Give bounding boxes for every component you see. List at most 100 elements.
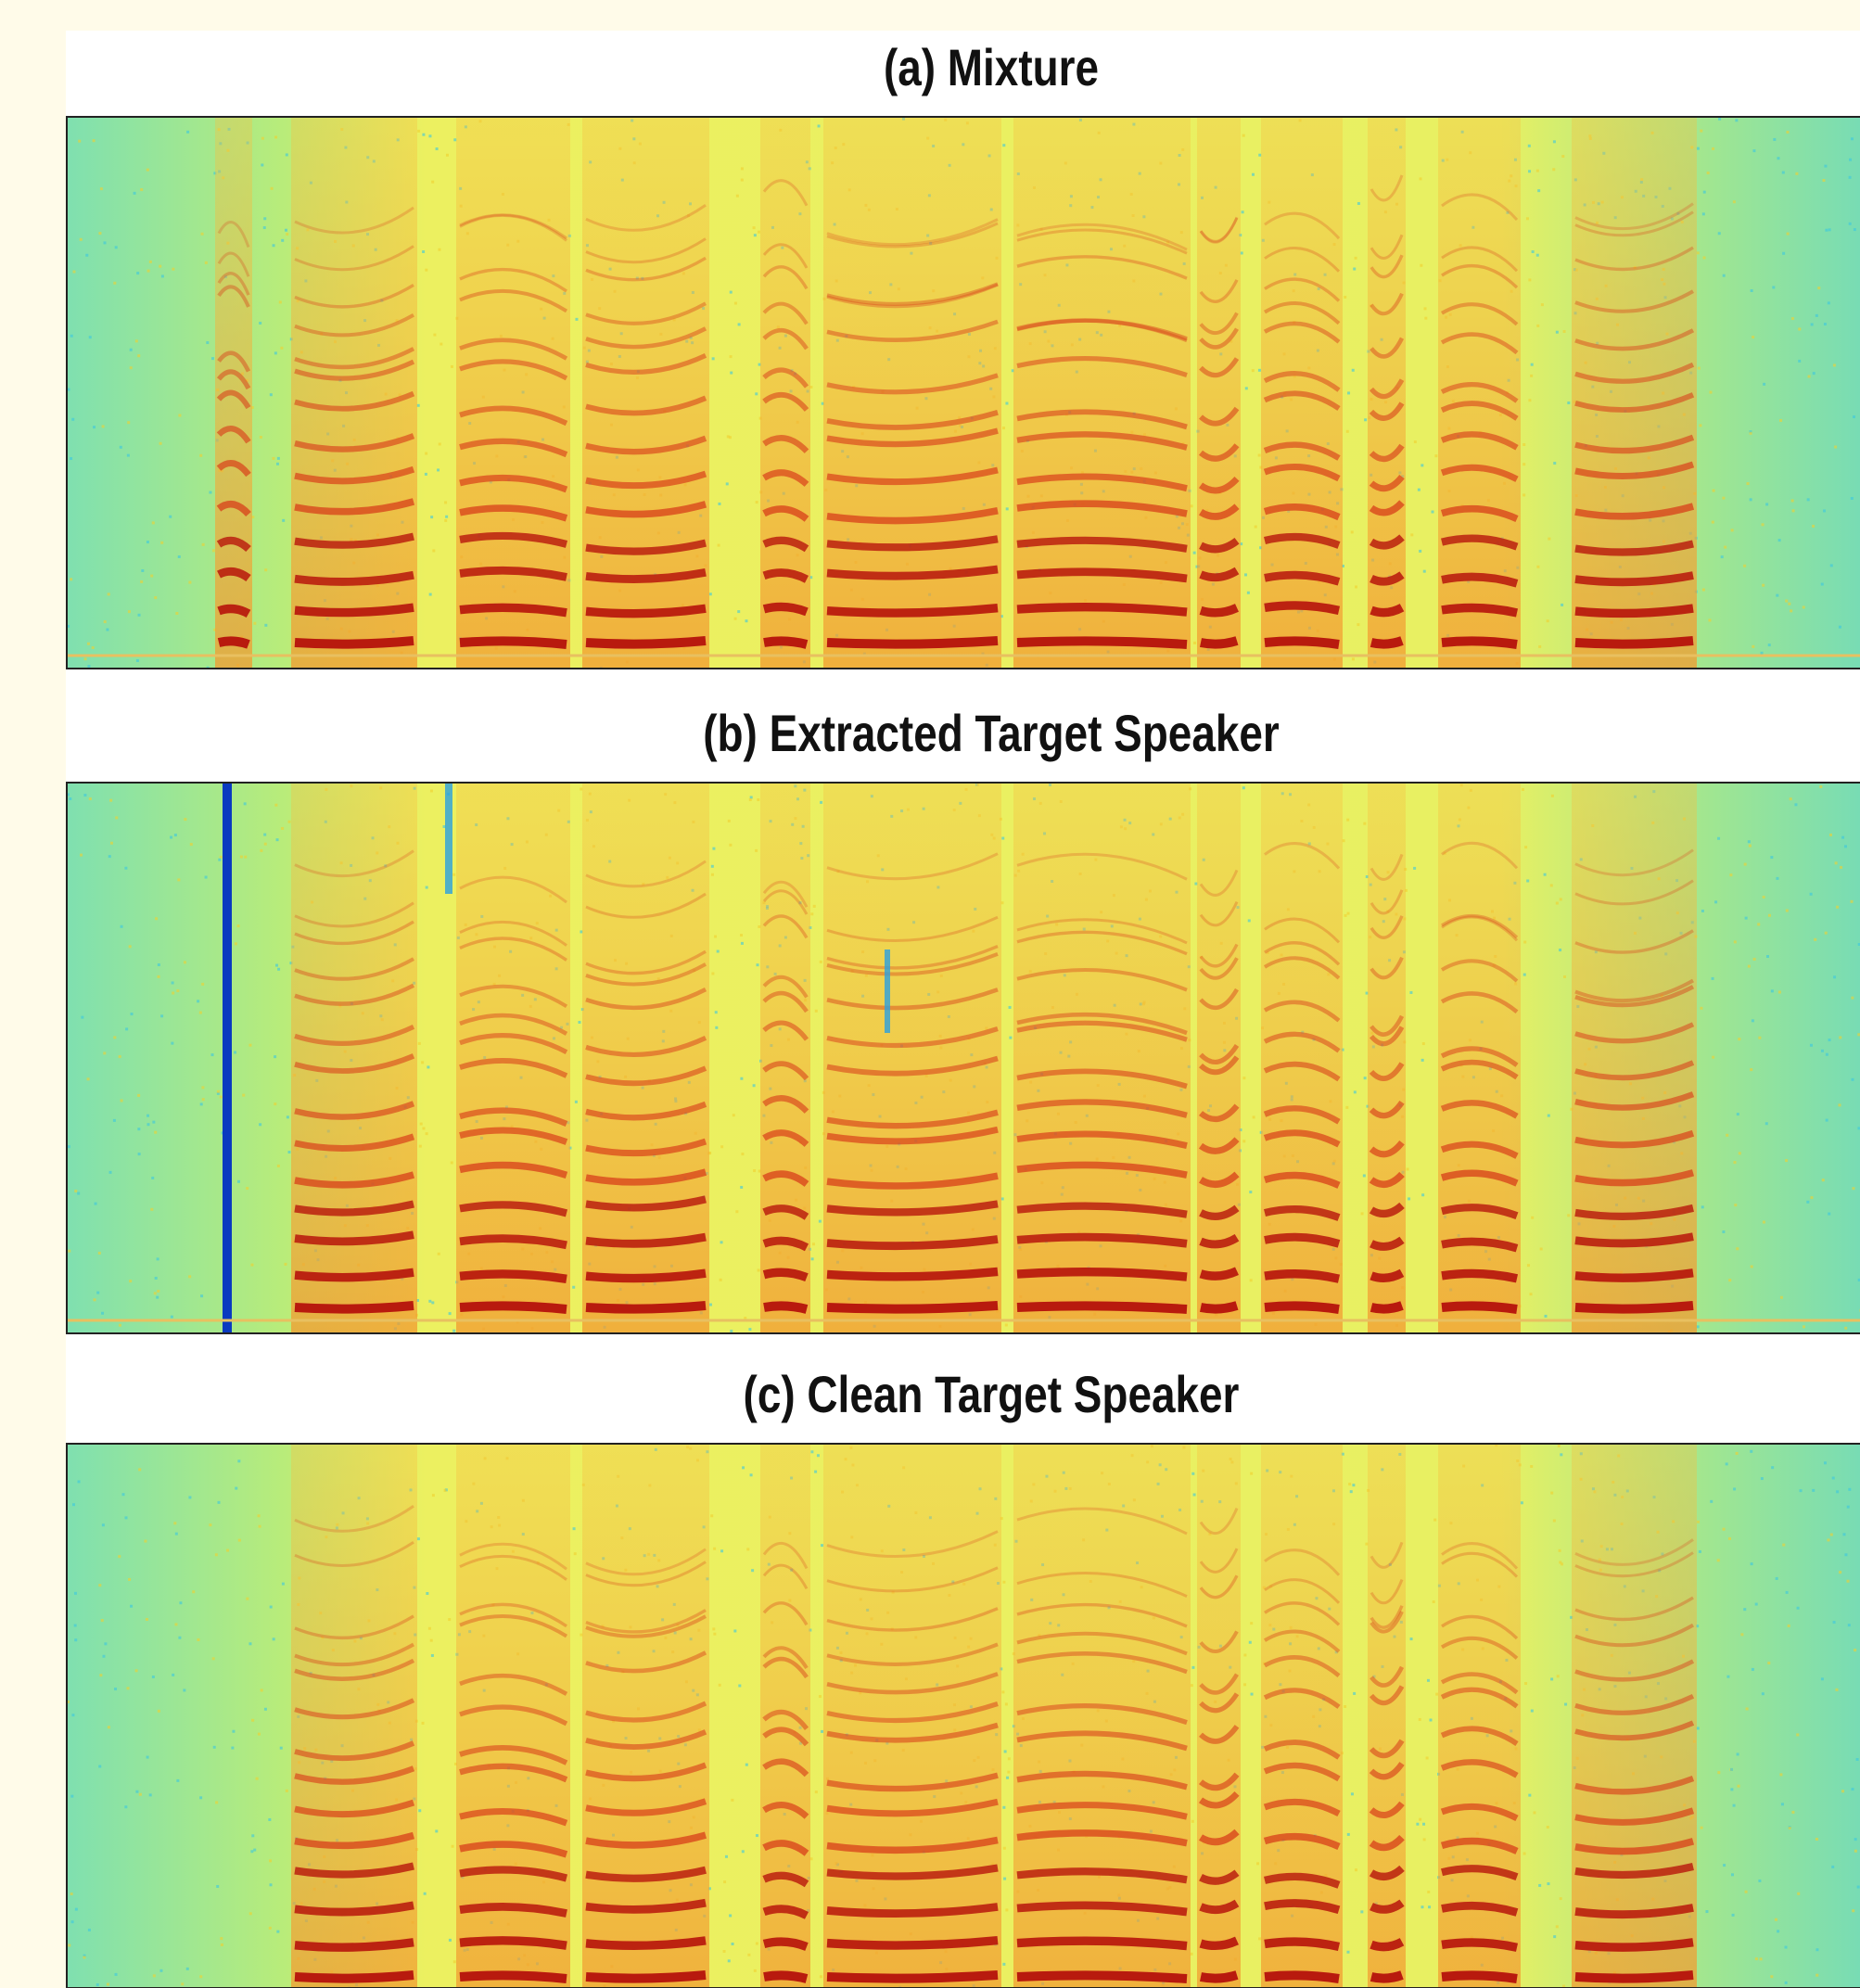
- noise-speck: [1528, 278, 1531, 281]
- noise-speck: [1762, 584, 1764, 587]
- noise-speck: [125, 1027, 128, 1030]
- noise-speck: [155, 917, 158, 920]
- noise-speck: [1736, 1452, 1739, 1455]
- noise-speck: [1537, 189, 1540, 192]
- noise-speck: [1752, 149, 1755, 152]
- noise-speck: [1821, 583, 1824, 586]
- noise-speck: [1755, 1603, 1758, 1606]
- noise-speck: [268, 1818, 271, 1821]
- noise-speck: [1796, 1733, 1799, 1736]
- noise-speck: [733, 1114, 735, 1116]
- harmonic: [295, 641, 414, 644]
- noise-speck: [220, 1937, 223, 1940]
- noise-speck: [1851, 900, 1854, 903]
- harmonic: [1201, 1306, 1237, 1309]
- noise-speck: [248, 1642, 251, 1645]
- harmonic: [1575, 1306, 1693, 1309]
- noise-speck: [1355, 1868, 1357, 1871]
- noise-speck: [1803, 605, 1805, 608]
- noise-speck: [1547, 619, 1549, 622]
- noise-speck: [1705, 1910, 1708, 1913]
- noise-speck: [261, 137, 264, 140]
- noise-speck: [1530, 375, 1533, 377]
- noise-speck: [261, 163, 263, 166]
- noise-speck: [1723, 1528, 1726, 1531]
- noise-speck: [1782, 252, 1785, 255]
- noise-speck: [1785, 1159, 1788, 1162]
- noise-speck: [251, 1719, 254, 1722]
- noise-speck: [286, 233, 288, 236]
- noise-speck: [1761, 652, 1764, 655]
- noise-speck: [217, 1501, 220, 1504]
- noise-speck: [730, 291, 733, 294]
- noise-speck: [139, 1793, 142, 1796]
- noise-speck: [1410, 1638, 1413, 1640]
- noise-speck: [1353, 268, 1356, 271]
- noise-speck: [136, 272, 139, 274]
- noise-speck: [1762, 1692, 1764, 1695]
- noise-speck: [1353, 1692, 1356, 1695]
- noise-speck: [1361, 1212, 1364, 1215]
- noise-speck: [432, 1494, 435, 1497]
- noise-speck: [1708, 618, 1711, 621]
- noise-speck: [811, 1257, 814, 1260]
- noise-speck: [119, 1055, 121, 1058]
- noise-speck: [1351, 530, 1354, 533]
- noise-speck: [1728, 1537, 1731, 1540]
- noise-speck: [741, 942, 744, 945]
- noise-speck: [1833, 975, 1836, 978]
- noise-speck: [430, 1639, 433, 1642]
- noise-speck: [1528, 1794, 1531, 1797]
- noise-speck: [1777, 157, 1779, 159]
- harmonic: [1371, 1306, 1402, 1309]
- noise-speck: [279, 300, 282, 303]
- noise-speck: [1839, 1036, 1841, 1039]
- noise-speck: [1812, 1489, 1815, 1492]
- noise-speck: [1241, 251, 1243, 254]
- noise-speck: [1191, 1684, 1193, 1687]
- noise-speck: [1735, 119, 1738, 121]
- noise-speck: [1787, 233, 1790, 236]
- noise-speck: [1811, 323, 1814, 325]
- harmonic: [1575, 641, 1693, 644]
- noise-speck: [750, 1473, 753, 1476]
- noise-speck: [147, 1115, 149, 1117]
- noise-speck: [1563, 975, 1566, 978]
- noise-speck: [1347, 912, 1350, 915]
- noise-speck: [1357, 202, 1360, 205]
- harmonic: [1371, 1942, 1402, 1946]
- spectrogram: [67, 1444, 1860, 1988]
- noise-speck: [158, 1710, 160, 1713]
- noise-speck: [572, 1286, 575, 1289]
- noise-speck: [146, 1618, 148, 1621]
- noise-speck: [810, 1857, 813, 1860]
- noise-speck: [1702, 589, 1705, 592]
- noise-speck: [757, 798, 759, 801]
- noise-speck: [711, 873, 714, 876]
- noise-speck: [1347, 391, 1350, 394]
- noise-speck: [220, 856, 223, 859]
- noise-speck: [818, 124, 821, 127]
- noise-speck: [1701, 1205, 1704, 1208]
- noise-speck: [1538, 645, 1541, 648]
- noise-speck: [1250, 1622, 1253, 1625]
- harmonic: [586, 641, 706, 644]
- noise-speck: [1242, 1077, 1245, 1079]
- noise-speck: [206, 341, 209, 344]
- noise-speck: [1751, 289, 1753, 292]
- voiced-region: [1368, 783, 1406, 1333]
- noise-speck: [103, 241, 106, 244]
- noise-speck: [821, 1730, 823, 1733]
- harmonic: [1265, 641, 1339, 644]
- noise-speck: [810, 1450, 813, 1453]
- noise-speck: [753, 1169, 756, 1172]
- noise-speck: [1819, 785, 1822, 788]
- noise-speck: [1762, 523, 1764, 526]
- noise-speck: [260, 436, 262, 439]
- harmonic: [1575, 608, 1693, 613]
- noise-speck: [1424, 307, 1427, 310]
- noise-speck: [1550, 884, 1553, 886]
- noise-speck: [121, 1100, 123, 1102]
- noise-speck: [1255, 526, 1257, 529]
- noise-speck: [1697, 1521, 1700, 1523]
